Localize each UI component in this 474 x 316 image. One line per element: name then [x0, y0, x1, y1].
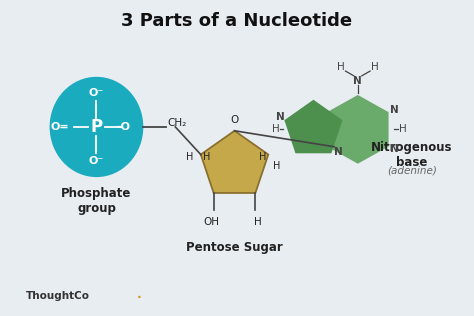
Text: H: H [273, 161, 281, 172]
Text: OH: OH [203, 217, 219, 227]
Text: .: . [137, 288, 141, 301]
Text: N: N [334, 148, 342, 157]
Text: CH₂: CH₂ [167, 118, 186, 128]
Text: O⁻: O⁻ [89, 88, 104, 98]
Polygon shape [284, 100, 343, 153]
Text: O: O [230, 115, 239, 125]
Text: P: P [91, 118, 102, 136]
Ellipse shape [50, 77, 143, 177]
Text: Nitrogenous
base: Nitrogenous base [371, 141, 453, 169]
Text: H: H [337, 62, 345, 72]
Text: H: H [399, 124, 407, 134]
Text: H: H [272, 124, 279, 134]
Text: N: N [390, 144, 399, 154]
Text: H: H [259, 152, 266, 162]
Text: H: H [203, 152, 210, 162]
Text: 3 Parts of a Nucleotide: 3 Parts of a Nucleotide [121, 12, 353, 30]
Text: H: H [371, 62, 379, 72]
Text: Phosphate
group: Phosphate group [61, 187, 132, 215]
Polygon shape [327, 95, 389, 164]
Text: Pentose Sugar: Pentose Sugar [186, 241, 283, 254]
Text: –O: –O [115, 122, 130, 132]
Text: (adenine): (adenine) [387, 165, 437, 175]
Text: N: N [354, 76, 362, 86]
Text: O=: O= [51, 122, 69, 132]
Text: N: N [390, 105, 399, 115]
Text: H: H [254, 217, 262, 227]
Text: H: H [186, 152, 193, 162]
Text: N: N [276, 112, 285, 122]
Text: ThoughtCo: ThoughtCo [26, 291, 90, 301]
Polygon shape [201, 131, 268, 193]
Text: O⁻: O⁻ [89, 156, 104, 166]
